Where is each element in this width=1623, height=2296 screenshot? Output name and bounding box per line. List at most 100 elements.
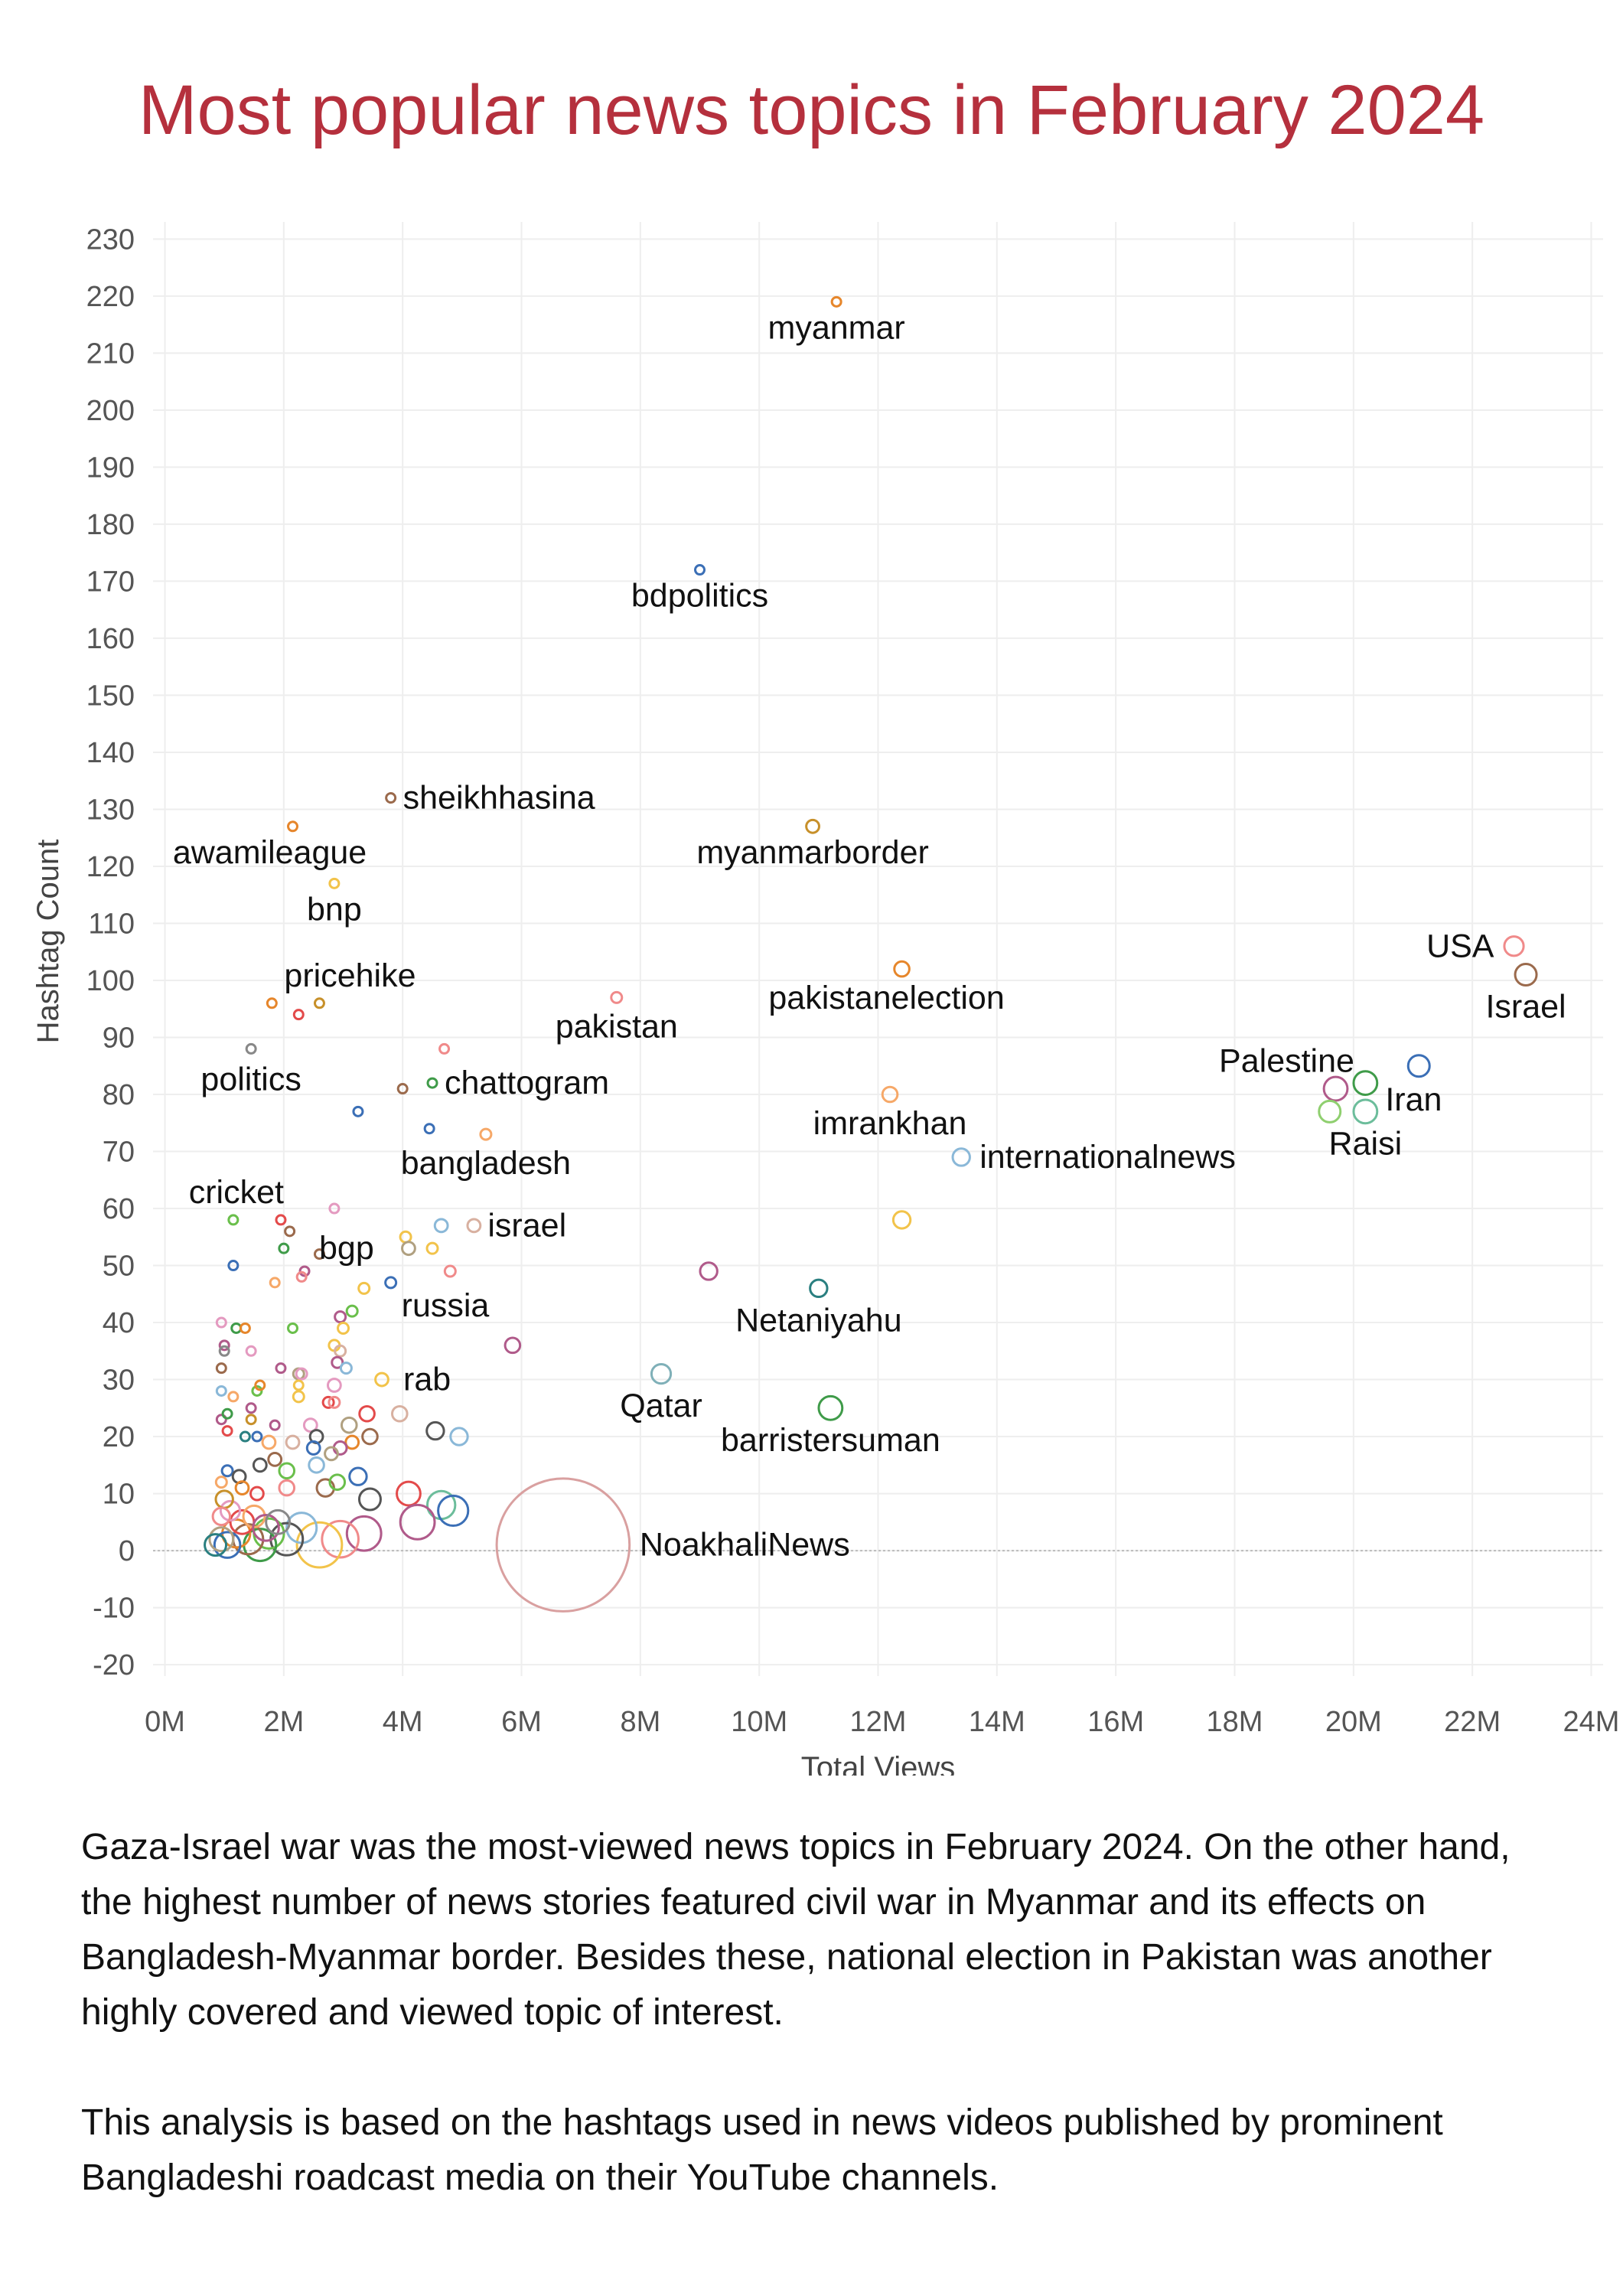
x-tick-label: 8M [620,1706,660,1738]
x-tick-label: 22M [1444,1706,1501,1738]
data-point [334,1344,347,1358]
point-label: bangladesh [401,1145,571,1182]
data-point [1352,1098,1379,1125]
point-label: russia [402,1287,490,1324]
y-tick-label: 150 [86,680,135,712]
x-tick-label: 0M [145,1706,185,1738]
data-point [951,1147,971,1167]
methodology-paragraph: This analysis is based on the hashtags u… [81,2102,1443,2198]
data-point [830,295,842,308]
point-labels: myanmar bdpolitics sheikhhasina awamileague… [173,309,1566,1563]
point-label: rab [403,1362,451,1398]
y-tick-label: 10 [103,1479,135,1511]
data-point [1406,1054,1431,1078]
data-point [348,1466,368,1486]
y-tick-label: 110 [88,908,135,940]
x-tick-label: 12M [850,1706,907,1738]
data-point [295,1367,308,1381]
data-point [227,1260,240,1272]
data-point [384,1276,398,1290]
data-point [292,1379,305,1391]
data-point [1503,935,1525,957]
data-points [204,295,1538,1613]
point-label: Raisi [1329,1125,1403,1162]
data-point [357,1281,371,1295]
point-label: Netaniyahu [735,1302,902,1339]
data-point [218,1339,230,1352]
point-label: bnp [307,891,362,928]
point-label: cricket [189,1174,284,1211]
x-tick-label: 10M [731,1706,787,1738]
data-point [211,1506,232,1527]
data-point [328,1395,341,1409]
data-point [449,1427,469,1446]
data-point [401,1241,416,1257]
data-point [694,564,706,576]
data-point [352,1105,364,1117]
point-label: myanmarborder [696,834,929,871]
y-tick-label: 160 [86,623,135,655]
data-point [504,1336,522,1355]
point-label: Iran [1385,1081,1442,1118]
data-point [391,1404,409,1423]
data-point [298,1265,311,1277]
data-point [423,1123,435,1135]
data-point [443,1264,457,1278]
data-point [249,1486,265,1502]
data-point [302,1417,318,1433]
y-tick-label: 230 [86,223,135,256]
data-point [278,1242,290,1254]
x-tick-label: 18M [1207,1706,1263,1738]
data-point [437,1494,470,1528]
point-label: barristersuman [721,1422,940,1459]
point-label: israel [487,1207,566,1244]
y-tick-label: 200 [86,395,135,427]
y-tick-label: 80 [103,1079,135,1111]
data-point [328,1473,347,1491]
data-point [893,960,911,978]
data-point [215,1384,227,1397]
y-tick-label: -20 [93,1649,135,1681]
data-point [396,1083,409,1095]
data-point [220,1464,234,1478]
data-point [292,1390,305,1404]
data-point [385,792,397,804]
x-tick-label: 20M [1325,1706,1382,1738]
data-point [313,1248,325,1261]
y-tick-label: 20 [103,1421,135,1453]
data-point [218,1345,230,1357]
data-point [245,1414,257,1426]
y-tick-label: 90 [103,1022,135,1054]
point-label: Israel [1485,989,1566,1026]
point-label: internationalnews [979,1139,1236,1176]
data-point [425,1420,445,1441]
data-point [251,1430,263,1443]
data-point [266,997,278,1009]
data-point [252,1513,280,1542]
y-tick-label: 120 [86,851,135,883]
data-point [215,1362,227,1375]
data-point [221,1425,233,1437]
data-point [269,1277,281,1289]
data-point [1514,963,1538,987]
y-tick-label: 40 [103,1307,135,1339]
data-point [805,818,820,834]
data-point [357,1487,382,1512]
data-point [1352,1070,1379,1096]
data-point [275,1362,287,1375]
data-point [374,1371,389,1388]
data-point [308,1456,325,1474]
y-tick-label: 140 [86,737,135,769]
y-tick-label: 210 [86,338,135,370]
data-point [891,1210,912,1230]
data-point [239,1430,251,1443]
data-point [254,1379,266,1391]
point-label: pakistan [556,1008,678,1045]
x-axis-title: Total Views [801,1751,956,1776]
data-point [433,1218,449,1234]
data-point [817,1394,844,1421]
data-point [399,1230,412,1244]
data-point [809,1278,829,1299]
data-point [245,1402,257,1414]
data-point [245,1345,257,1357]
